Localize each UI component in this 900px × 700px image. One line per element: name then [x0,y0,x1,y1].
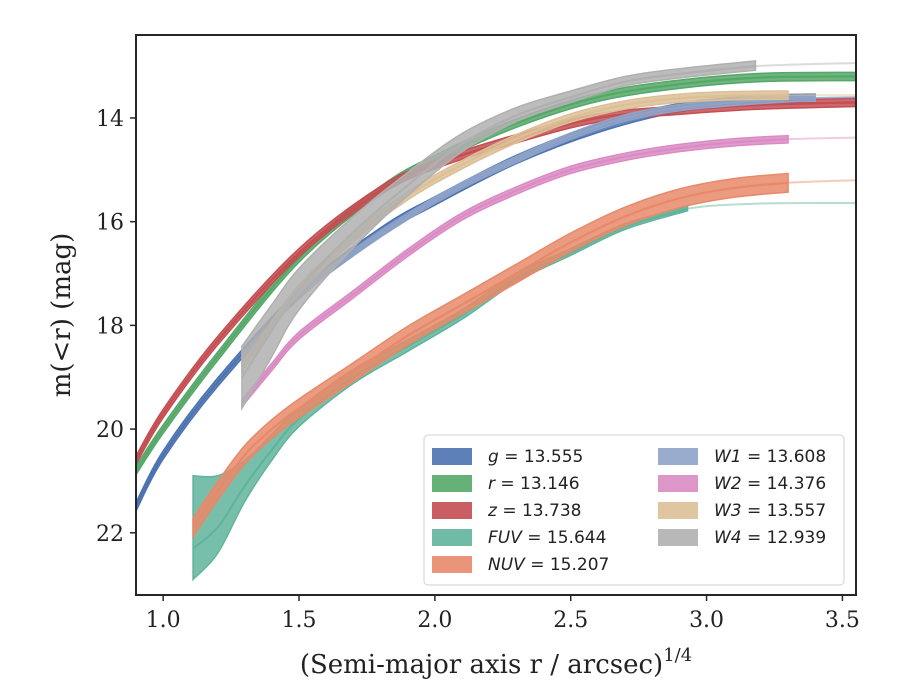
legend-entry-nuv: NUV = 15.207 [432,555,609,575]
x-tick-label: 3.5 [825,608,860,633]
plot-curves [136,60,856,582]
legend-label: z = 13.738 [487,501,581,521]
legend-swatch [432,502,472,519]
y-tick-label: 22 [96,522,124,547]
legend-entry-w3: W3 = 13.557 [658,501,826,521]
legend-band-name: W1 [714,447,742,467]
legend-band-name: W4 [714,528,742,548]
legend-magnitude: = 15.207 [525,555,610,575]
legend-band-name: g [488,447,499,467]
legend-label: W2 = 14.376 [714,474,826,494]
y-tick-label: 20 [96,418,124,443]
legend-magnitude: = 12.939 [742,528,827,548]
y-axis-ticks: 14 16 18 20 22 [96,107,136,547]
legend-entry-w2: W2 = 14.376 [658,474,826,494]
legend-entry-r: r = 13.146 [432,474,580,494]
legend-magnitude: = 13.146 [495,474,580,494]
series-w1-band [241,94,816,362]
series-w4 [241,60,856,412]
series-w2-line [241,138,789,404]
y-axis-label: m(<r) (mag) [47,233,77,398]
legend-label: W4 = 12.939 [714,528,826,548]
legend-magnitude: = 15.644 [522,528,607,548]
plot-frame [135,34,857,596]
legend-band-name: z [487,501,498,521]
legend-band-name: W3 [714,501,742,521]
legend-swatch [658,502,698,519]
legend-magnitude: = 13.608 [742,447,827,467]
legend-label: g = 13.555 [488,447,583,467]
legend-entry-w4: W4 = 12.939 [658,528,826,548]
legend-swatch [432,475,472,492]
legend-label: W1 = 13.608 [714,447,826,467]
legend-magnitude: = 13.738 [497,501,582,521]
y-tick-label: 14 [96,107,124,132]
x-tick-label: 2.5 [553,608,588,633]
series-nuv-line [192,181,789,529]
legend-magnitude: = 13.555 [499,447,584,467]
x-axis-label-main: (Semi-major axis r / arcsec) [300,650,663,680]
legend-swatch [658,448,698,465]
x-tick-label: 3.0 [689,608,724,633]
legend-label: FUV = 15.644 [488,528,606,548]
series-nuv-band [192,172,789,540]
legend-label: r = 13.146 [488,474,580,494]
legend-band-name: NUV [488,555,526,575]
x-tick-label: 1.5 [282,608,317,633]
series-nuv [192,172,856,540]
legend-band-name: W2 [714,474,742,494]
legend-swatch [658,475,698,492]
legend-magnitude: = 14.376 [742,474,827,494]
legend-swatch [432,529,472,546]
legend-band-name: FUV [488,528,523,548]
x-tick-label: 2.0 [417,608,452,633]
series-w4-band [241,60,757,412]
legend-entry-g: g = 13.555 [432,447,583,467]
legend-entry-w1: W1 = 13.608 [658,447,826,467]
legend-band-name: r [488,474,496,494]
y-tick-label: 18 [96,314,124,339]
legend-magnitude: = 13.557 [742,501,827,521]
legend-entry-fuv: FUV = 15.644 [432,528,606,548]
legend-box [423,434,845,586]
legend-entry-z: z = 13.738 [432,501,581,521]
series-w2 [241,134,856,409]
x-tick-label: 1.0 [146,608,181,633]
x-axis-label-superscript: 1/4 [663,645,692,666]
legend-swatch [432,556,472,573]
x-axis-ticks: 1.0 1.5 2.0 2.5 3.0 3.5 [146,595,860,633]
legend-swatch [432,448,472,465]
x-axis-label: (Semi-major axis r / arcsec)1/4 [300,645,692,680]
legend-label: W3 = 13.557 [714,501,826,521]
series-w4-line [241,65,756,378]
y-tick-label: 16 [96,211,124,236]
series-w2-band [241,134,789,409]
legend-swatch [658,529,698,546]
legend-label: NUV = 15.207 [488,555,609,575]
series-z-band [136,97,856,466]
